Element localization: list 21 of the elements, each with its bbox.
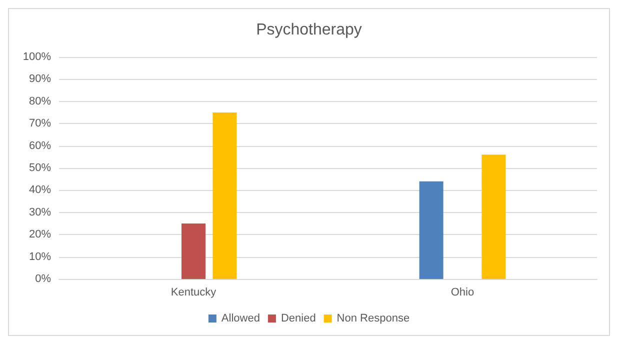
y-tick-label: 10% [28, 250, 52, 263]
y-tick-label: 80% [28, 95, 52, 108]
x-tick-label: Kentucky [170, 286, 217, 298]
bar [482, 154, 506, 279]
bar [212, 112, 237, 279]
legend-label: Allowed [221, 312, 260, 324]
bar [419, 181, 444, 279]
x-tick-label: Ohio [450, 286, 474, 298]
y-tick-label: 100% [22, 51, 52, 63]
bar [182, 224, 206, 279]
y-tick-label: 70% [28, 118, 52, 130]
y-tick-label: 20% [28, 228, 52, 241]
y-tick-label: 60% [28, 140, 52, 152]
y-tick-label: 50% [28, 162, 52, 174]
y-tick-label: 40% [28, 184, 52, 196]
legend-label: Denied [280, 312, 316, 324]
legend-label: Non Response [336, 312, 410, 324]
y-tick-label: 30% [28, 206, 52, 218]
y-tick-label: 0% [35, 273, 52, 285]
chart-title: Psychotherapy [256, 22, 362, 38]
y-tick-label: 90% [28, 73, 52, 86]
